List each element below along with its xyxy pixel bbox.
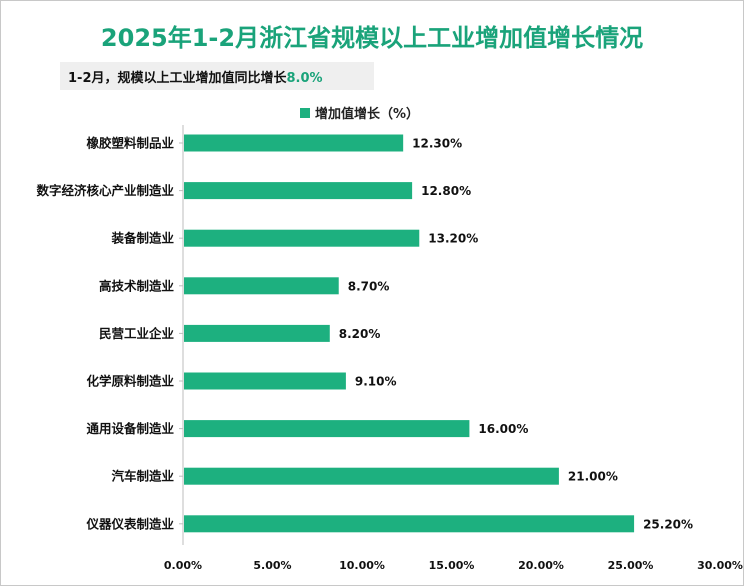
x-tick-label: 30.00% [697,559,743,572]
x-tick-label: 10.00% [339,559,385,572]
data-label: 25.20% [643,517,693,531]
x-tick-label: 0.00% [164,559,202,572]
subtitle-label: 1-2月，规模以上工业增加值同比增长 [68,71,287,86]
subtitle: 1-2月，规模以上工业增加值同比增长8.0% [68,67,323,86]
bar [184,515,635,533]
legend-label: 增加值增长（%） [315,107,420,122]
category-label: 橡胶塑料制品业 [86,136,174,151]
bar [184,277,339,295]
category-label: 民营工业企业 [99,326,175,341]
bar [184,467,559,485]
category-label: 装备制造业 [110,231,174,246]
data-label: 9.10% [355,375,397,389]
bar [184,372,346,390]
legend-swatch [300,107,310,118]
category-label: 化学原料制造业 [86,374,174,389]
data-label: 21.00% [568,470,618,484]
bar [184,229,420,247]
bar [184,134,404,152]
x-tick-label: 5.00% [253,559,291,572]
x-tick-label: 25.00% [608,559,654,572]
x-tick-label: 15.00% [429,559,475,572]
category-label: 高技术制造业 [99,278,175,293]
subtitle-value: 8.0% [286,71,323,86]
x-tick-label: 20.00% [518,559,564,572]
data-label: 12.30% [412,137,462,151]
category-label: 仪器仪表制造业 [85,516,174,531]
data-label: 8.70% [348,279,390,293]
category-label: 数字经济核心产业制造业 [35,183,174,198]
subtitle-box [60,62,374,90]
data-label: 13.20% [428,232,478,246]
legend: 增加值增长（%） [300,103,419,122]
data-label: 12.80% [421,184,471,198]
chart-title: 2025年1-2月浙江省规模以上工业增加值增长情况 [100,24,644,52]
category-label: 通用设备制造业 [86,421,174,436]
bar [184,182,413,200]
data-label: 8.20% [339,327,381,341]
category-label: 汽车制造业 [111,469,174,484]
bar [184,420,470,438]
data-label: 16.00% [478,422,528,436]
bar [184,324,330,342]
